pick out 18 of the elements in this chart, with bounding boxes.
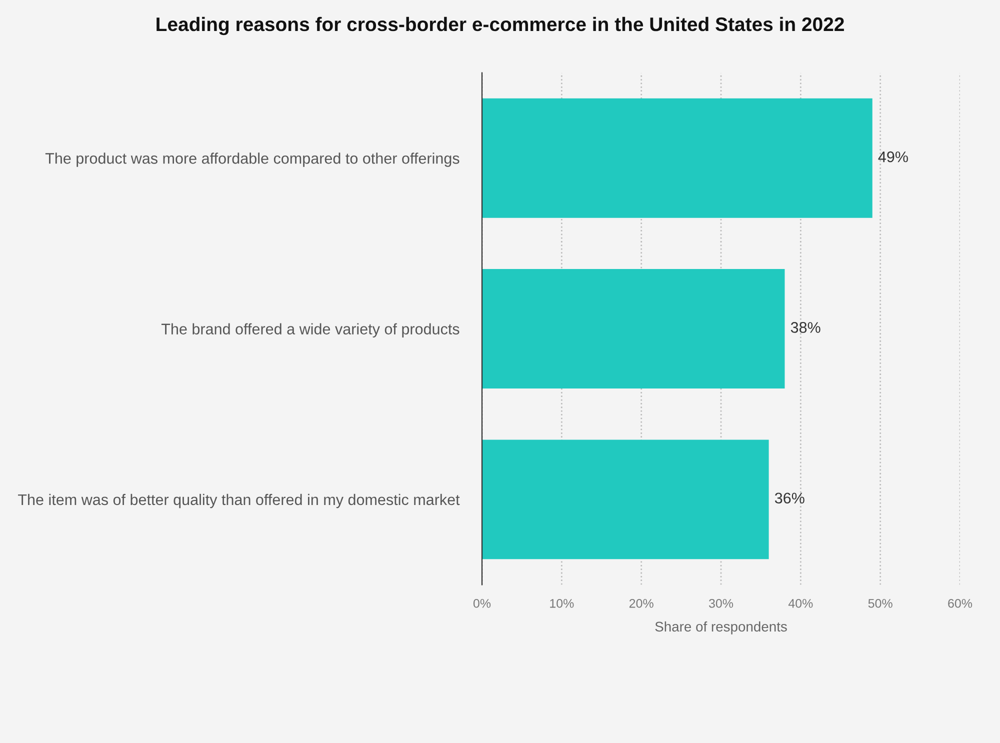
data-label: 49% bbox=[878, 151, 908, 162]
x-tick-label: 20% bbox=[629, 598, 654, 608]
bar bbox=[482, 98, 872, 218]
x-axis-title: Share of respondents bbox=[655, 621, 787, 634]
chart-title: Leading reasons for cross-border e-commerce in the United States in 2022 bbox=[156, 16, 844, 36]
bar bbox=[482, 269, 785, 388]
x-tick-label: 10% bbox=[550, 598, 574, 608]
x-tick-label: 60% bbox=[948, 598, 972, 608]
y-tick-label: The product was more affordable compared to other offerings bbox=[45, 152, 460, 167]
x-tick-label: 40% bbox=[788, 598, 813, 608]
bar bbox=[482, 440, 769, 560]
data-label: 36% bbox=[774, 492, 804, 504]
y-tick-label: The brand offered a wide variety of products bbox=[161, 323, 460, 338]
data-label: 38% bbox=[790, 322, 820, 333]
x-tick-label: 50% bbox=[868, 598, 892, 608]
x-tick-label: 0% bbox=[473, 598, 491, 608]
x-tick-label: 30% bbox=[708, 598, 734, 608]
y-tick-label: The item was of better quality than offered in my domestic market bbox=[18, 494, 460, 508]
